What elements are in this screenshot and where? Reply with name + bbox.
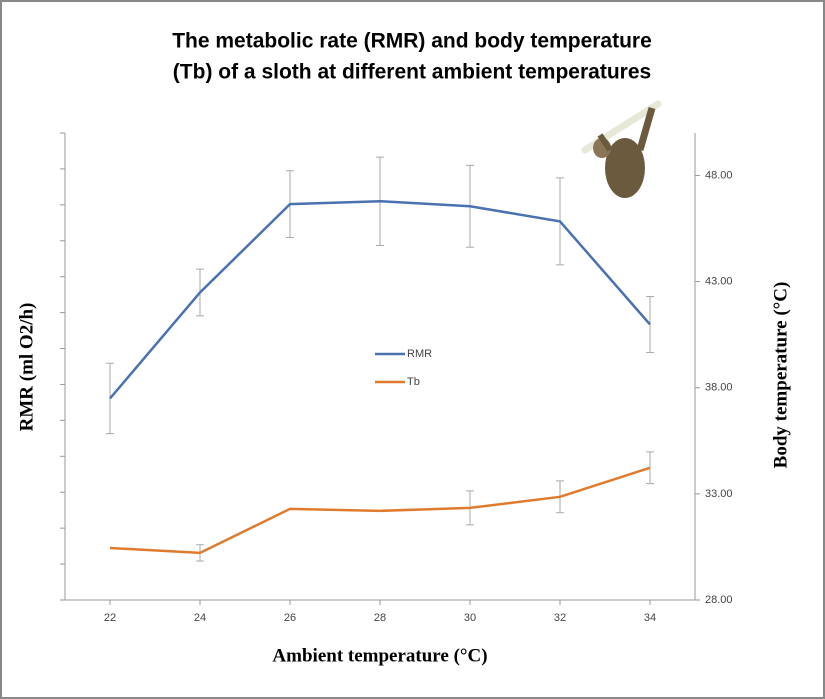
y2-tick-label: 43.00 bbox=[705, 275, 733, 287]
chart-title: (Tb) of a sloth at different ambient tem… bbox=[173, 61, 651, 84]
x-axis-label: Ambient temperature (°C) bbox=[272, 645, 487, 666]
y2-tick-label: 33.00 bbox=[705, 488, 733, 500]
legend-label: Tb bbox=[407, 376, 420, 388]
x-tick-label: 34 bbox=[644, 612, 656, 624]
sloth-illustration bbox=[581, 100, 662, 198]
x-tick-label: 28 bbox=[374, 612, 386, 624]
x-tick-label: 30 bbox=[464, 612, 476, 624]
y2-tick-label: 28.00 bbox=[705, 594, 733, 606]
y2-tick-label: 48.00 bbox=[705, 169, 733, 181]
legend-label: RMR bbox=[407, 348, 432, 360]
x-tick-label: 32 bbox=[554, 612, 566, 624]
series-line bbox=[109, 466, 651, 555]
series-line bbox=[109, 200, 651, 400]
y-axis-label: RMR (ml O2/h) bbox=[16, 303, 37, 432]
y2-axis-label: Body temperature (°C) bbox=[770, 282, 791, 469]
x-tick-label: 22 bbox=[104, 612, 116, 624]
x-tick-label: 24 bbox=[194, 612, 206, 624]
chart-title: The metabolic rate (RMR) and body temper… bbox=[172, 30, 652, 53]
y2-tick-label: 38.00 bbox=[705, 382, 733, 394]
x-tick-label: 26 bbox=[284, 612, 296, 624]
